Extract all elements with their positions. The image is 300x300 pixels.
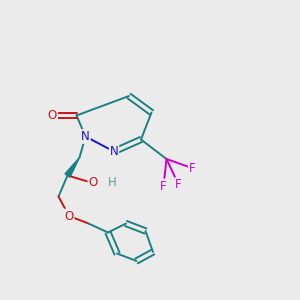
Text: F: F	[160, 179, 167, 193]
Text: O: O	[64, 209, 74, 223]
Text: F: F	[175, 178, 182, 191]
Text: O: O	[88, 176, 98, 190]
Text: N: N	[110, 145, 118, 158]
Text: O: O	[48, 109, 57, 122]
Text: H: H	[108, 176, 117, 190]
Text: F: F	[189, 161, 195, 175]
Polygon shape	[65, 158, 80, 177]
Text: N: N	[81, 130, 90, 143]
